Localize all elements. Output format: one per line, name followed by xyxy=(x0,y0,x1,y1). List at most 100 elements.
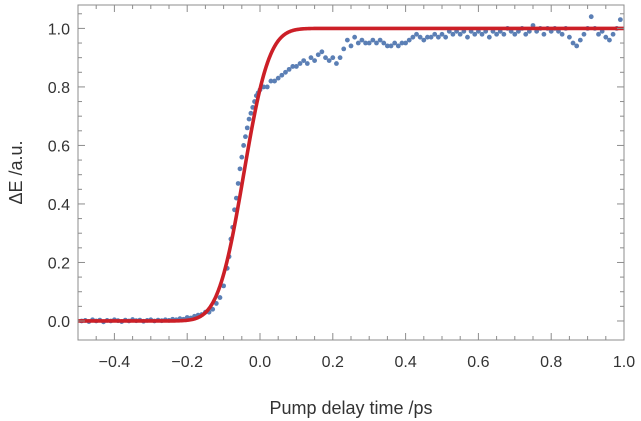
x-axis-title: Pump delay time /ps xyxy=(269,398,432,418)
data-point xyxy=(385,43,390,49)
data-point xyxy=(414,31,419,37)
data-point xyxy=(577,37,583,43)
data-point xyxy=(264,84,270,90)
data-point xyxy=(388,43,394,49)
data-point xyxy=(330,55,336,61)
data-point xyxy=(348,43,354,49)
data-point xyxy=(501,31,507,37)
y-tick-label: 0.8 xyxy=(48,80,70,97)
data-point xyxy=(243,134,248,140)
data-point xyxy=(596,31,601,37)
y-tick-label: 1.0 xyxy=(48,21,70,38)
data-point xyxy=(421,37,427,43)
data-point xyxy=(395,43,401,49)
data-point xyxy=(439,31,445,37)
data-point xyxy=(290,64,296,69)
data-point xyxy=(417,34,423,40)
data-point xyxy=(450,31,456,37)
data-point xyxy=(479,31,485,37)
data-point xyxy=(246,116,252,122)
y-tick-label: 0.2 xyxy=(48,255,70,272)
data-point xyxy=(486,34,492,40)
data-point xyxy=(355,40,361,46)
data-point xyxy=(341,46,347,52)
data-point xyxy=(377,37,383,43)
data-point xyxy=(235,181,241,186)
data-point xyxy=(581,31,587,37)
data-point xyxy=(286,66,292,72)
data-point xyxy=(512,31,518,37)
data-point xyxy=(217,295,223,300)
data-point xyxy=(428,34,434,40)
data-point xyxy=(239,154,245,160)
data-point xyxy=(248,110,254,116)
data-point xyxy=(374,40,379,46)
data-point xyxy=(308,55,314,61)
x-tick-label: 1.0 xyxy=(613,354,635,371)
data-point xyxy=(244,125,250,131)
data-point xyxy=(241,143,247,148)
data-point xyxy=(425,34,430,40)
data-point xyxy=(472,31,478,37)
data-point xyxy=(275,75,281,81)
data-point xyxy=(337,55,343,61)
data-point xyxy=(323,55,328,61)
data-point xyxy=(283,69,288,75)
data-point xyxy=(523,31,529,37)
data-point xyxy=(617,17,623,23)
x-tick-label: −0.4 xyxy=(99,354,131,371)
data-point xyxy=(494,31,499,37)
data-point xyxy=(541,31,547,37)
data-point xyxy=(403,40,408,46)
data-point xyxy=(272,78,277,84)
data-point xyxy=(294,64,299,69)
data-point xyxy=(279,72,285,78)
data-point xyxy=(297,61,303,66)
data-point xyxy=(352,34,358,40)
data-point xyxy=(443,34,449,40)
data-point xyxy=(410,34,416,40)
data-point xyxy=(301,58,307,63)
data-point xyxy=(213,301,219,306)
data-point xyxy=(574,43,580,49)
data-point xyxy=(399,40,405,46)
data-point xyxy=(603,34,609,40)
x-tick-label: 0.4 xyxy=(394,354,416,371)
data-point xyxy=(607,37,612,43)
data-point xyxy=(268,78,274,84)
data-point xyxy=(319,49,325,55)
data-marks xyxy=(78,14,624,325)
x-tick-label: 0.2 xyxy=(322,354,344,371)
data-point xyxy=(432,31,438,37)
data-point xyxy=(221,283,227,289)
data-point xyxy=(392,40,398,46)
fit-curve xyxy=(78,26,624,323)
y-tick-label: 0.0 xyxy=(48,314,70,331)
data-point xyxy=(370,37,376,43)
x-tick-label: 0.8 xyxy=(540,354,562,371)
data-point xyxy=(315,52,321,58)
data-point xyxy=(570,40,576,46)
plot-frame xyxy=(77,4,625,341)
y-axis-title: ΔE /a.u. xyxy=(6,140,26,204)
data-point xyxy=(567,34,572,40)
data-point xyxy=(237,166,243,172)
x-tick-label: −0.2 xyxy=(171,354,203,371)
data-point xyxy=(610,31,616,37)
y-tick-label: 0.4 xyxy=(48,197,70,214)
data-point xyxy=(363,40,368,46)
data-point xyxy=(312,58,317,63)
data-point xyxy=(344,37,350,43)
data-point xyxy=(366,40,372,46)
data-point xyxy=(406,37,412,43)
data-point xyxy=(559,31,565,37)
data-point xyxy=(304,61,310,66)
y-tick-label: 0.6 xyxy=(48,138,70,155)
data-point xyxy=(465,34,470,40)
data-point xyxy=(326,58,332,63)
data-point xyxy=(334,61,339,66)
x-tick-label: 0.6 xyxy=(467,354,489,371)
axes: −0.4 −0.2 0.0 0.2 0.4 0.6 0.8 1.0 0.0 0.2 0.4 0.6 0.… xyxy=(48,4,635,371)
data-point xyxy=(588,14,594,20)
